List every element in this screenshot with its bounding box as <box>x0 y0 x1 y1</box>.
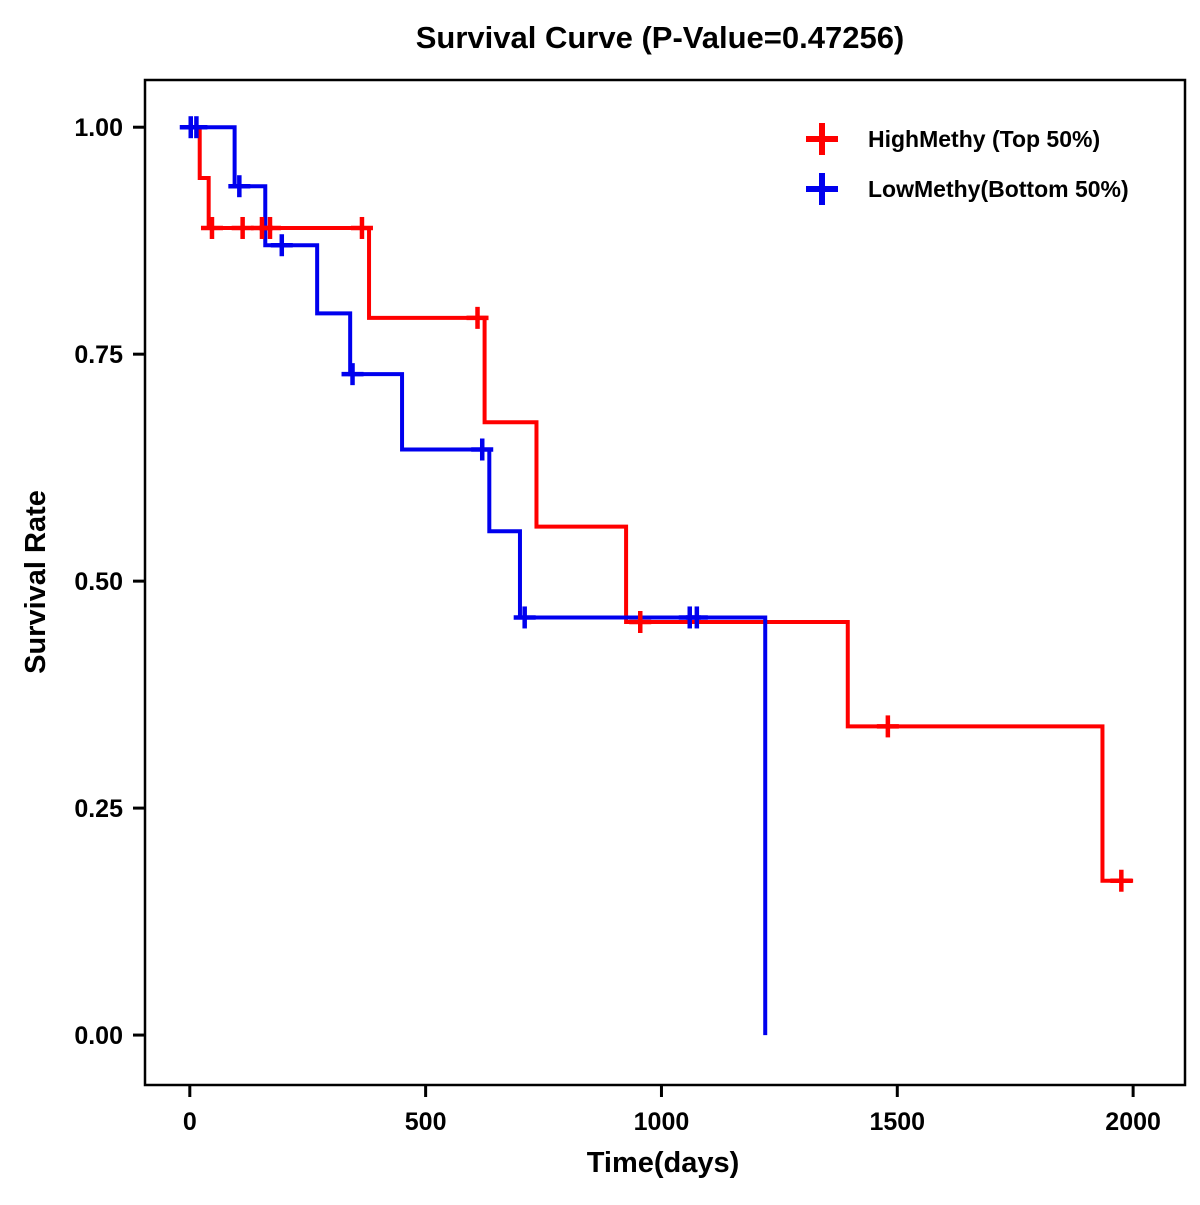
legend: HighMethy (Top 50%) LowMethy(Bottom 50%) <box>806 123 1129 205</box>
y-axis-label: Survival Rate <box>20 490 52 674</box>
x-tick-label: 0 <box>183 1108 197 1136</box>
chart-title: Survival Curve (P-Value=0.47256) <box>416 20 905 55</box>
legend-label-lowmethy: LowMethy(Bottom 50%) <box>868 176 1129 202</box>
survival-curve-series-1 <box>189 125 768 1036</box>
x-tick-label: 2000 <box>1105 1108 1161 1136</box>
y-tick-label: 0.00 <box>74 1022 123 1050</box>
censor-marks-layer <box>179 116 1133 892</box>
legend-label-highmethy: HighMethy (Top 50%) <box>868 126 1100 152</box>
x-tick-label: 1500 <box>869 1108 925 1136</box>
x-tick-label: 1000 <box>634 1108 690 1136</box>
plot-frame <box>143 78 1187 1087</box>
x-tick-label: 500 <box>405 1108 447 1136</box>
y-tick-label: 0.75 <box>74 341 123 369</box>
curves-layer <box>189 125 1134 1036</box>
x-axis-label: Time(days) <box>587 1147 740 1179</box>
legend-markers <box>806 123 838 205</box>
y-tick-label: 0.25 <box>74 795 123 823</box>
y-tick-label: 0.50 <box>74 568 123 596</box>
axis-ticks: 0 500 1000 1500 2000 0.00 0.25 0.50 0.75 1.00 <box>74 114 1161 1136</box>
survival-curve-series-0 <box>189 125 1134 883</box>
y-tick-label: 1.00 <box>74 114 123 142</box>
